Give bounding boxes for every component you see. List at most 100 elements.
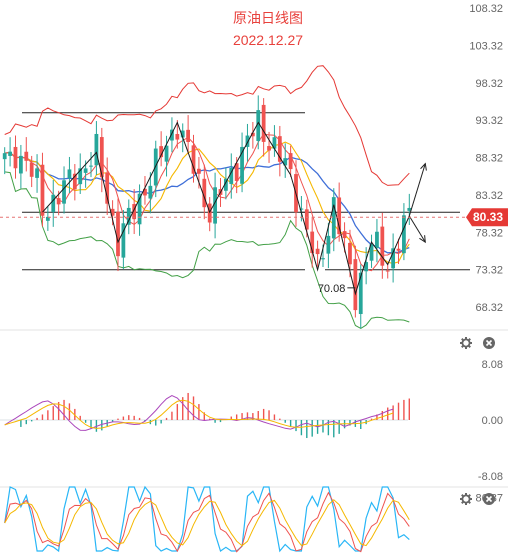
candle-body bbox=[234, 163, 239, 181]
candle-body bbox=[315, 248, 320, 255]
moving-average-mid bbox=[4, 141, 410, 264]
candle-body bbox=[51, 194, 56, 212]
candle-body bbox=[337, 197, 342, 235]
candle-body bbox=[277, 136, 282, 162]
candle-body bbox=[331, 197, 336, 239]
candle-body bbox=[89, 165, 93, 167]
current-price-badge bbox=[466, 208, 508, 227]
candle-body bbox=[62, 180, 66, 204]
candle-body bbox=[288, 153, 293, 170]
candle-body bbox=[72, 173, 77, 190]
forecast-arrow bbox=[408, 215, 426, 243]
candle-body bbox=[229, 167, 234, 184]
candle-body bbox=[283, 158, 288, 166]
oscillator-slow-line bbox=[4, 399, 394, 429]
candle-body bbox=[164, 145, 169, 162]
stochastic-k-line bbox=[4, 491, 410, 553]
y-tick-label: 108.32 bbox=[469, 3, 503, 15]
candle-body bbox=[56, 198, 61, 205]
candle-body bbox=[342, 231, 347, 239]
oscillator-fast-line bbox=[4, 395, 394, 431]
candle-body bbox=[67, 169, 72, 179]
chart-title: 原油日线图 bbox=[233, 10, 303, 26]
candle-body bbox=[116, 211, 120, 257]
moving-average-slow bbox=[4, 151, 410, 254]
low-price-label: 70.08 bbox=[318, 283, 346, 295]
candle-body bbox=[105, 172, 110, 204]
candle-body bbox=[256, 110, 261, 141]
stochastic-j-line bbox=[4, 485, 410, 553]
candle-body bbox=[24, 151, 29, 161]
y-tick-label: 88.32 bbox=[475, 153, 503, 165]
candle-body bbox=[99, 137, 104, 178]
candle-body bbox=[391, 248, 396, 269]
candle-body bbox=[223, 178, 228, 191]
candle-body bbox=[348, 242, 352, 265]
candle-body bbox=[143, 188, 147, 196]
candle-body bbox=[385, 270, 390, 272]
y-tick-label: 73.32 bbox=[475, 265, 503, 277]
candle-body bbox=[245, 135, 250, 147]
lower-band-line bbox=[4, 171, 410, 329]
y-tick-label: 93.32 bbox=[475, 115, 503, 127]
candle-body bbox=[18, 155, 23, 174]
candle-body bbox=[45, 216, 50, 221]
candle-body bbox=[369, 244, 374, 261]
candle-body bbox=[186, 129, 191, 143]
candle-body bbox=[364, 262, 369, 272]
candle-body bbox=[78, 168, 83, 185]
oscillator-tick-label: -8.08 bbox=[478, 471, 503, 483]
candle-body bbox=[375, 231, 379, 248]
candle-body bbox=[175, 133, 180, 140]
candle-body bbox=[202, 178, 207, 208]
candle-body bbox=[94, 133, 99, 166]
y-tick-label: 68.32 bbox=[475, 302, 503, 314]
candle-body bbox=[213, 187, 217, 224]
candle-body bbox=[121, 223, 126, 258]
candle-body bbox=[29, 162, 34, 177]
y-tick-label: 98.32 bbox=[475, 78, 503, 90]
pattern-zigzag-line bbox=[42, 121, 410, 296]
candle-body bbox=[191, 145, 196, 174]
candle-body bbox=[299, 208, 304, 210]
y-tick-label: 83.32 bbox=[475, 190, 503, 202]
gear-icon[interactable] bbox=[460, 493, 472, 505]
candle-body bbox=[261, 104, 266, 142]
forecast-arrow bbox=[408, 163, 426, 217]
stochastic-d-line bbox=[4, 499, 410, 547]
chart-subtitle: 2022.12.27 bbox=[233, 32, 303, 48]
candle-body bbox=[353, 259, 358, 311]
y-tick-label: 78.32 bbox=[475, 227, 503, 239]
candle-body bbox=[110, 208, 115, 216]
forecast-arrow-head bbox=[419, 235, 426, 244]
gear-icon[interactable] bbox=[460, 337, 472, 349]
candle-body bbox=[267, 146, 271, 151]
candle-body bbox=[126, 207, 131, 225]
close-icon[interactable] bbox=[483, 493, 495, 505]
oscillator-tick-label: 0.00 bbox=[482, 415, 503, 427]
candle-body bbox=[407, 207, 412, 211]
candle-body bbox=[396, 248, 401, 251]
close-icon[interactable] bbox=[483, 337, 495, 349]
candle-body bbox=[2, 153, 7, 160]
candle-body bbox=[380, 226, 385, 266]
candle-body bbox=[358, 272, 363, 315]
candle-body bbox=[240, 146, 244, 184]
oscillator-tick-label: 8.08 bbox=[482, 359, 503, 371]
candle-body bbox=[148, 185, 153, 199]
candle-body bbox=[402, 215, 406, 254]
forecast-arrow-head bbox=[420, 162, 427, 171]
candle-body bbox=[137, 193, 142, 225]
candle-body bbox=[40, 164, 45, 216]
candle-body bbox=[180, 130, 185, 138]
candle-body bbox=[13, 146, 18, 169]
candle-body bbox=[83, 168, 88, 173]
candle-body bbox=[159, 146, 164, 158]
candle-body bbox=[197, 168, 201, 174]
moving-average-fast bbox=[4, 133, 410, 272]
candle-body bbox=[272, 137, 277, 149]
candle-body bbox=[304, 209, 309, 230]
candle-body bbox=[8, 151, 12, 156]
